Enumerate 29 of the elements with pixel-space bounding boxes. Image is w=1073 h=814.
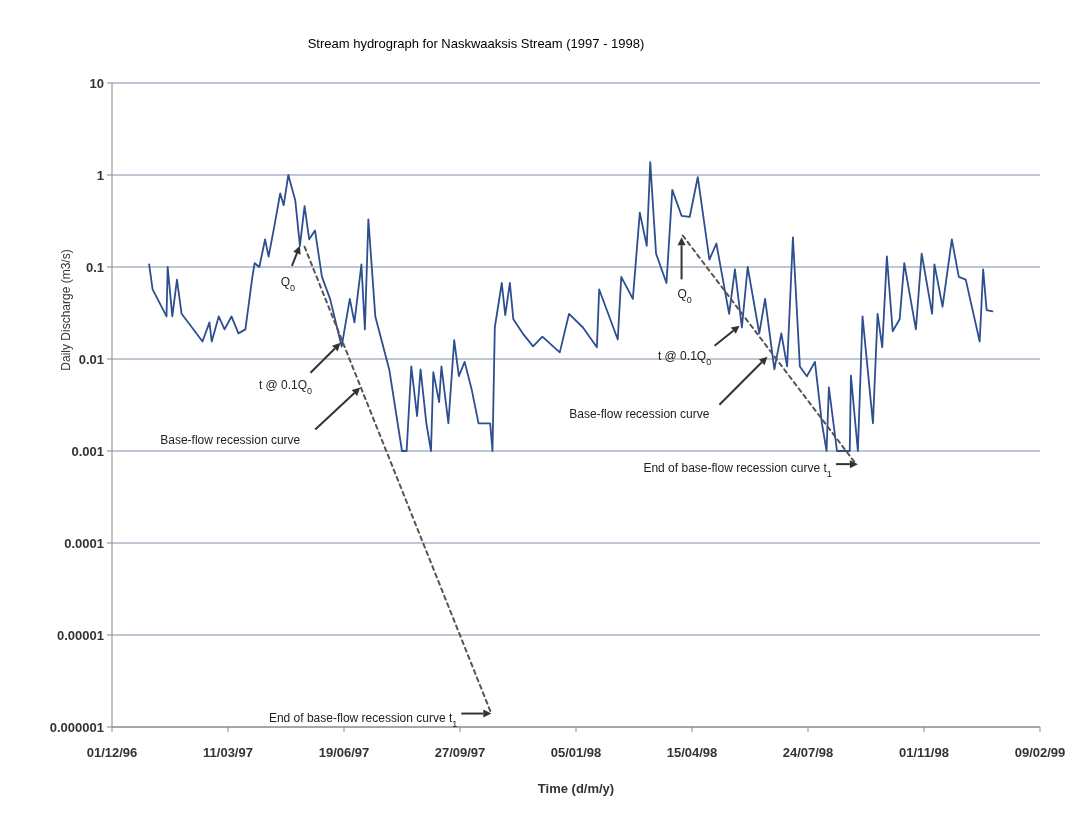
annotation: t @ 0.1Q$_{0}$	[258, 378, 313, 396]
x-axis-title: Time (d/m/y)	[537, 781, 615, 796]
x-tick-label: 09/02/99	[1014, 745, 1066, 760]
x-tick-label: 05/01/98	[550, 745, 602, 760]
y-tick-label: 1	[96, 167, 104, 183]
y-tick-label: 0.01	[78, 351, 104, 367]
y-tick-label: 10	[89, 75, 104, 91]
annotation: Base-flow recession curve	[569, 406, 710, 421]
y-axis-title: Daily Discharge (m3/s)	[59, 249, 73, 371]
x-tick-label: 27/09/97	[434, 745, 486, 760]
y-tick-label: 0.000001	[49, 719, 104, 735]
x-tick-label: 01/12/96	[86, 745, 138, 760]
annotation: Q$_{0}$	[677, 286, 692, 305]
x-tick-label: 11/03/97	[203, 745, 253, 760]
annotation: Base-flow recession curve	[160, 432, 301, 447]
x-tick-label: 15/04/98	[666, 745, 718, 760]
y-tick-label: 0.0001	[64, 535, 104, 551]
annotation: Q$_{0}$	[280, 275, 296, 293]
x-tick-label: 24/07/98	[782, 745, 834, 760]
y-tick-label: 0.00001	[57, 627, 104, 643]
y-tick-label: 0.001	[71, 443, 104, 459]
annotation: t @ 0.1Q$_{0}$	[657, 348, 712, 367]
x-tick-label: 19/06/97	[318, 745, 370, 760]
chart-title: Stream hydrograph for Naskwaaksis Stream (1997 - 1998)	[307, 36, 645, 51]
line-series	[148, 161, 994, 452]
y-tick-label: 0.1	[85, 259, 104, 275]
annotation: End of base-flow recession curve t$_{1}$	[643, 461, 832, 480]
x-tick-label: 01/11/98	[899, 745, 949, 760]
annotation: End of base-flow recession curve t$_{1}$	[268, 710, 458, 729]
